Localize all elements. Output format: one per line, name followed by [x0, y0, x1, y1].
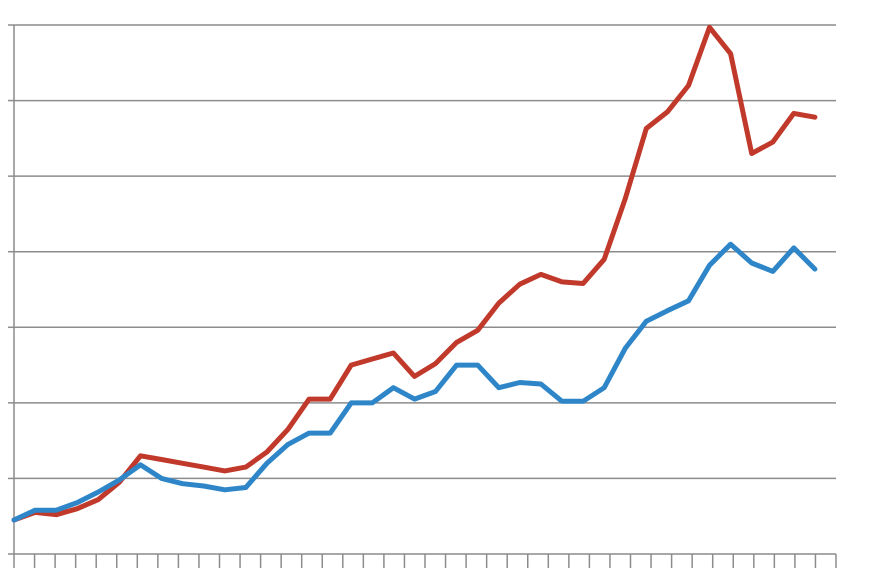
series-lines — [11, 24, 818, 523]
axes — [8, 24, 837, 568]
series-line-1 — [11, 24, 818, 523]
gridlines — [14, 24, 836, 480]
series-line-2 — [11, 241, 818, 523]
